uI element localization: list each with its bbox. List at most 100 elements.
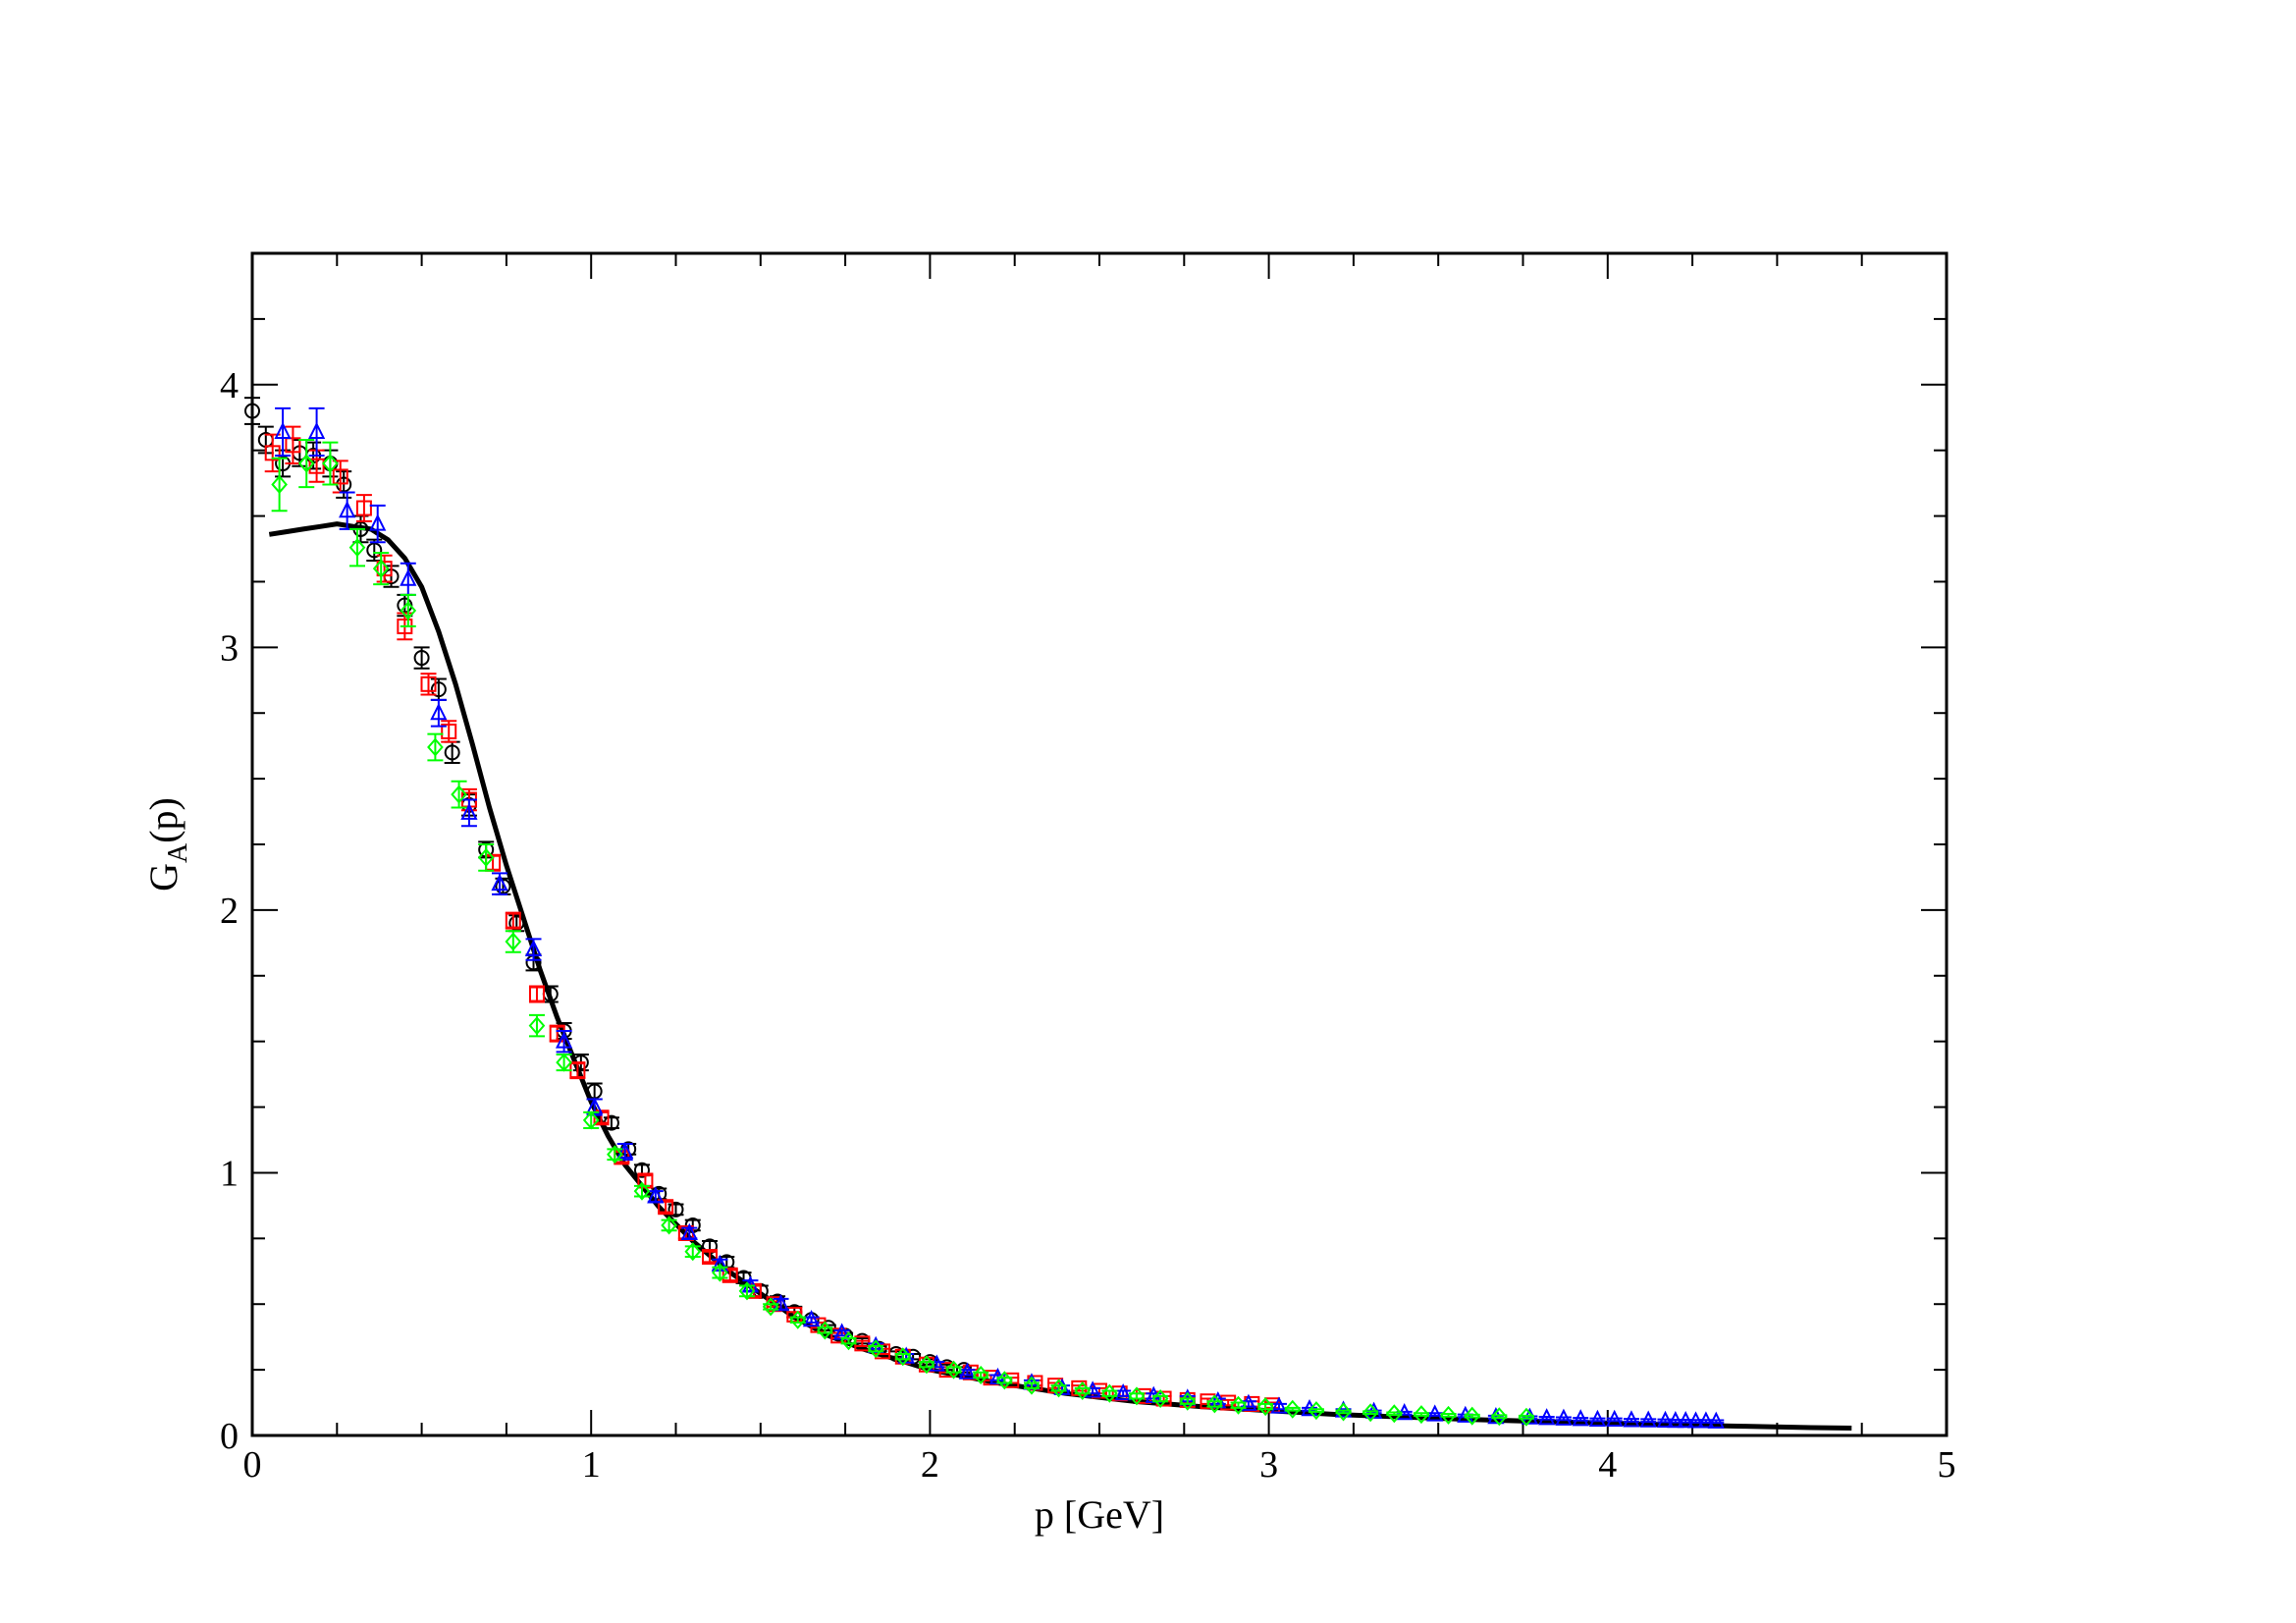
marker-triangle bbox=[274, 421, 292, 439]
data-point bbox=[607, 1145, 623, 1164]
marker-triangle bbox=[1270, 1396, 1288, 1414]
data-point bbox=[542, 985, 559, 1003]
data-point bbox=[477, 843, 495, 872]
marker-diamond bbox=[556, 1053, 572, 1072]
data-point bbox=[1230, 1395, 1247, 1415]
data-point bbox=[684, 1242, 702, 1262]
marker-diamond bbox=[1335, 1402, 1352, 1422]
marker-diamond bbox=[1440, 1405, 1457, 1425]
marker-diamond bbox=[1230, 1395, 1247, 1415]
data-point bbox=[802, 1310, 821, 1327]
data-point bbox=[1707, 1411, 1725, 1429]
marker-diamond bbox=[867, 1339, 884, 1359]
data-point bbox=[1308, 1401, 1325, 1421]
data-point bbox=[1572, 1409, 1589, 1427]
data-point bbox=[712, 1263, 728, 1282]
marker-triangle bbox=[1707, 1411, 1725, 1429]
marker-square bbox=[658, 1199, 674, 1216]
data-point bbox=[1050, 1379, 1067, 1398]
marker-triangle bbox=[1426, 1404, 1444, 1422]
data-point bbox=[444, 740, 460, 765]
data-point bbox=[789, 1310, 807, 1329]
data-point bbox=[1623, 1410, 1640, 1428]
marker-diamond bbox=[684, 1242, 702, 1262]
marker-triangle bbox=[460, 802, 478, 820]
marker-triangle bbox=[400, 568, 417, 586]
marker-diamond bbox=[1050, 1379, 1067, 1398]
marker-triangle bbox=[491, 873, 508, 892]
data-point bbox=[322, 441, 339, 486]
data-point bbox=[702, 1249, 719, 1266]
data-point bbox=[667, 1201, 684, 1217]
marker-diamond bbox=[1101, 1383, 1118, 1403]
marker-square bbox=[505, 912, 521, 929]
tick-labels: 0 1 2 3 4 5 0 1 2 3 4 bbox=[220, 365, 1956, 1486]
data-point bbox=[996, 1371, 1013, 1390]
marker-triangle bbox=[555, 1031, 573, 1049]
marker-diamond bbox=[817, 1321, 833, 1340]
series-diamond bbox=[271, 438, 1535, 1427]
data-point bbox=[840, 1331, 857, 1351]
data-point bbox=[430, 698, 448, 728]
x-tick-label: 0 bbox=[243, 1444, 262, 1486]
marker-diamond bbox=[996, 1371, 1013, 1390]
data-point bbox=[441, 720, 457, 743]
data-point bbox=[1440, 1405, 1457, 1425]
marker-triangle bbox=[1572, 1409, 1589, 1427]
data-point bbox=[1491, 1407, 1508, 1427]
data-point bbox=[413, 646, 430, 670]
data-point bbox=[1538, 1408, 1556, 1426]
model-curve bbox=[268, 521, 1852, 1431]
data-point bbox=[1413, 1405, 1430, 1425]
data-point bbox=[1464, 1406, 1481, 1426]
marker-diamond bbox=[607, 1145, 623, 1164]
marker-diamond bbox=[661, 1216, 677, 1235]
data-point bbox=[285, 425, 301, 465]
marker-triangle bbox=[958, 1362, 976, 1380]
data-point bbox=[1114, 1382, 1132, 1401]
marker-diamond bbox=[1518, 1407, 1535, 1427]
data-point bbox=[894, 1347, 912, 1367]
data-point bbox=[528, 1013, 546, 1038]
data-point bbox=[958, 1362, 976, 1380]
marker-triangle bbox=[339, 500, 356, 518]
data-point bbox=[817, 1321, 833, 1340]
marker-diamond bbox=[427, 737, 444, 757]
data-point bbox=[1270, 1396, 1288, 1414]
data-point bbox=[491, 872, 508, 895]
data-point bbox=[1074, 1380, 1092, 1401]
y-tick-label: 2 bbox=[220, 891, 239, 932]
data-point bbox=[369, 504, 387, 544]
x-tick-label: 3 bbox=[1259, 1444, 1278, 1486]
x-tick-label: 1 bbox=[582, 1444, 601, 1486]
marker-diamond bbox=[972, 1365, 989, 1384]
marker-diamond bbox=[1491, 1407, 1508, 1427]
marker-triangle bbox=[430, 702, 448, 721]
marker-diamond bbox=[477, 847, 495, 867]
data-point bbox=[1179, 1391, 1197, 1411]
data-point bbox=[1023, 1376, 1041, 1395]
marker-circle bbox=[495, 878, 511, 894]
marker-diamond bbox=[1385, 1404, 1403, 1424]
data-point bbox=[1362, 1403, 1379, 1423]
axis-ticks bbox=[251, 252, 1948, 1436]
marker-triangle bbox=[802, 1310, 821, 1327]
marker-circle bbox=[633, 1162, 650, 1178]
marker-diamond bbox=[762, 1297, 779, 1317]
x-axis-label: p [GeV] bbox=[1035, 1492, 1164, 1537]
marker-triangle bbox=[1639, 1410, 1657, 1428]
data-point bbox=[1606, 1409, 1624, 1427]
data-point bbox=[274, 406, 292, 458]
marker-square bbox=[376, 561, 393, 577]
x-tick-label: 5 bbox=[1938, 1444, 1956, 1486]
data-point bbox=[376, 554, 393, 583]
marker-diamond bbox=[789, 1310, 807, 1329]
y-axis-label-tail: (p) bbox=[141, 797, 186, 843]
data-point bbox=[336, 470, 352, 499]
marker-triangle bbox=[524, 939, 543, 957]
data-point bbox=[633, 1181, 651, 1201]
data-point bbox=[271, 457, 288, 513]
x-tick-label: 2 bbox=[921, 1444, 939, 1486]
marker-circle bbox=[508, 915, 525, 932]
marker-diamond bbox=[348, 538, 366, 558]
